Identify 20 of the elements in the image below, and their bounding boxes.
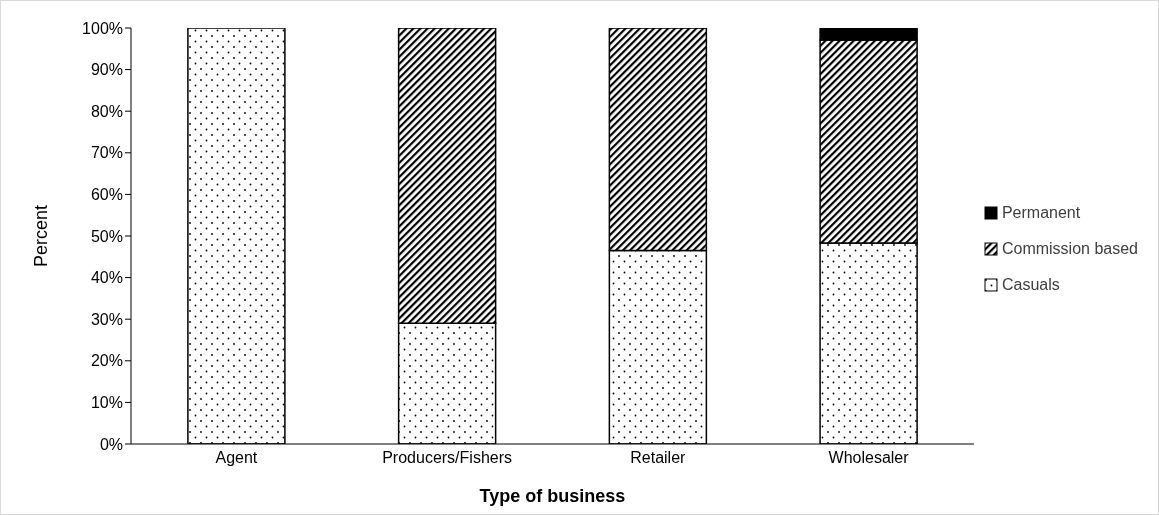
y-tick-label: 70% [90, 144, 123, 162]
x-tick-label: Agent [215, 449, 258, 467]
y-tick-label: 90% [90, 61, 123, 79]
legend-label: Casuals [1001, 275, 1060, 294]
y-tick-label: 50% [90, 227, 123, 245]
y-tick-label: 40% [90, 269, 123, 287]
y-axis-title: Percent [31, 204, 52, 268]
y-tick-label: 80% [90, 102, 123, 120]
y-tick-label: 30% [90, 310, 123, 328]
x-axis-title: Type of business [479, 486, 626, 506]
y-tick-label: 20% [90, 352, 123, 370]
y-tick-label: 0% [99, 435, 123, 453]
legend-label: Permanent [1001, 203, 1081, 222]
x-tick-label: Producers/Fishers [382, 449, 513, 467]
legend-label: Commission based [1001, 239, 1138, 258]
y-tick-label: 100% [82, 19, 123, 37]
x-tick-label: Wholesaler [828, 449, 910, 467]
y-tick-label: 60% [90, 186, 123, 204]
x-tick-label: Retailer [630, 449, 687, 467]
y-tick-label: 10% [90, 394, 123, 412]
